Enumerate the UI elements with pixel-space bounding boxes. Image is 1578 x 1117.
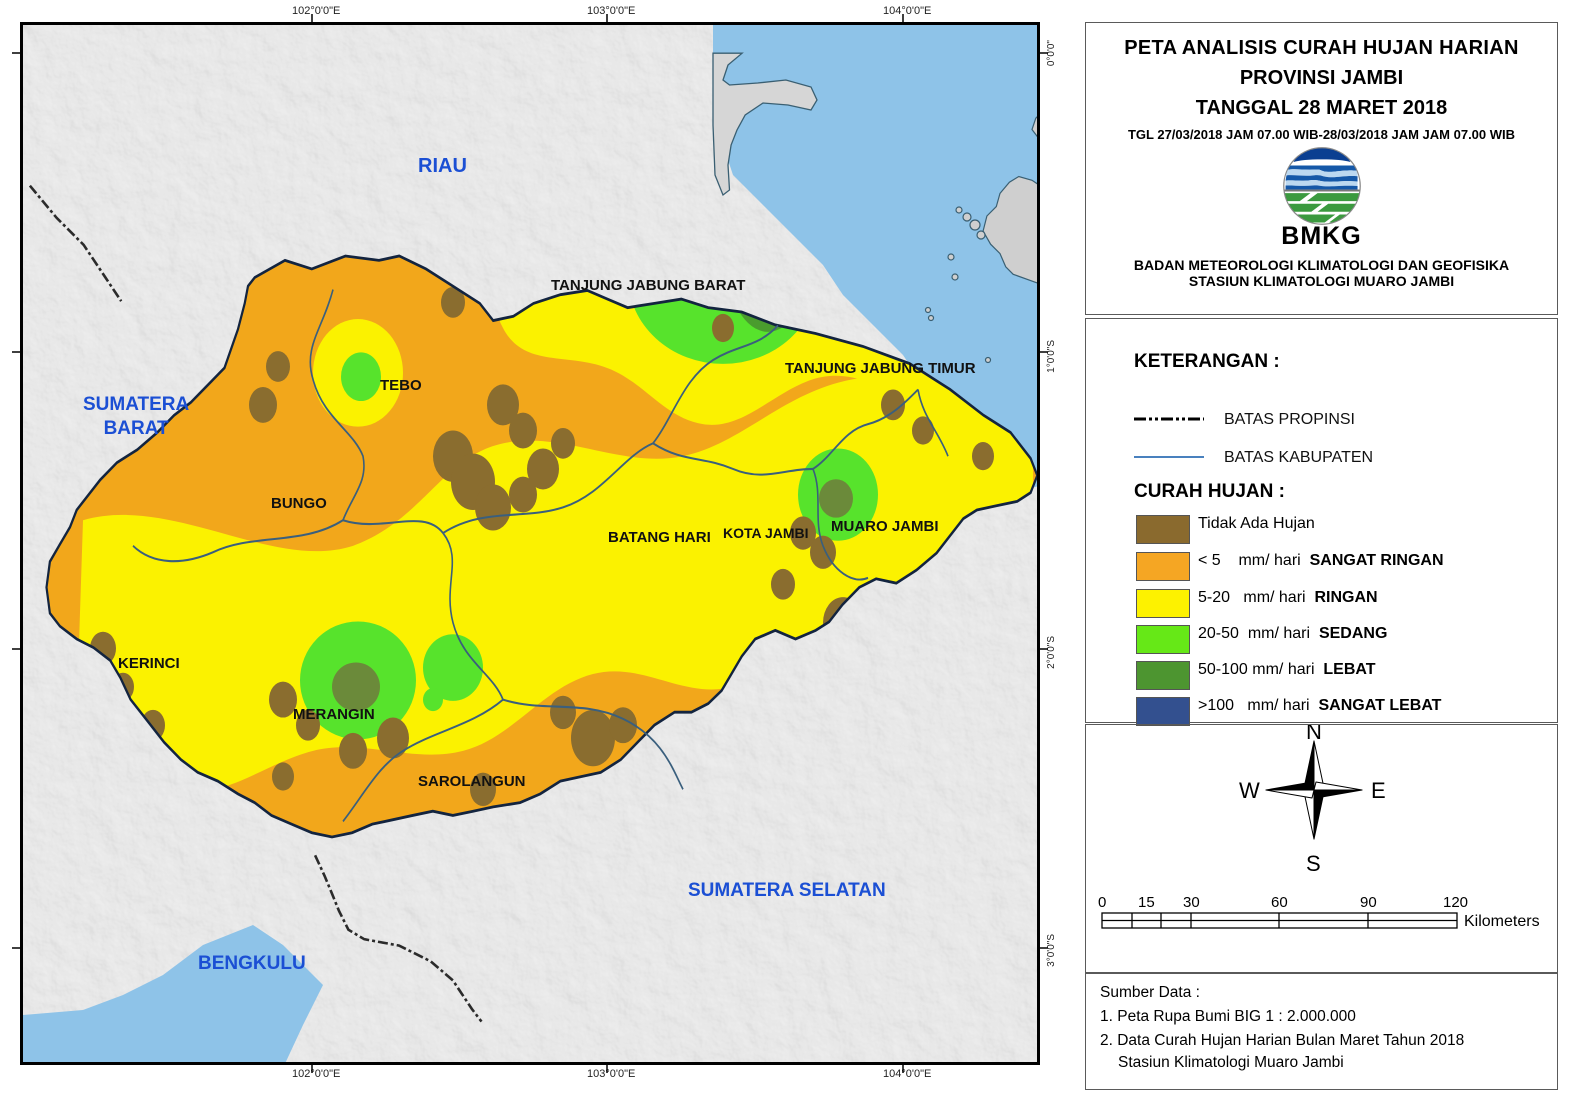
svg-text:30: 30 — [1183, 894, 1200, 911]
svg-text:BATAS PROPINSI: BATAS PROPINSI — [1224, 411, 1355, 428]
svg-text:60: 60 — [1271, 894, 1288, 911]
svg-text:0: 0 — [1098, 894, 1106, 911]
svg-text:120: 120 — [1443, 894, 1468, 911]
svg-text:Kilometers: Kilometers — [1464, 913, 1540, 930]
svg-text:W: W — [1239, 778, 1260, 803]
svg-text:E: E — [1371, 778, 1386, 803]
svg-text:90: 90 — [1360, 894, 1377, 911]
svg-text:15: 15 — [1138, 894, 1155, 911]
svg-text:BATAS KABUPATEN: BATAS KABUPATEN — [1224, 449, 1373, 466]
svg-text:S: S — [1306, 851, 1321, 876]
svg-text:N: N — [1306, 725, 1322, 744]
